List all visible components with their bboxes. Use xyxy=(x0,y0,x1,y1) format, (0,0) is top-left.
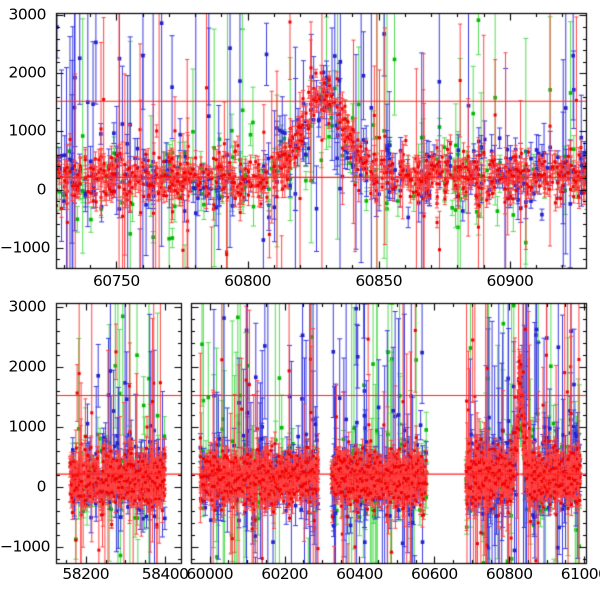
y-tick-label: 0 xyxy=(36,477,47,496)
x-tick-label: 60750 xyxy=(92,272,140,290)
x-tick-label: 58200 xyxy=(62,565,110,583)
x-tick-label: 58400 xyxy=(141,565,189,583)
y-tick-label: −1000 xyxy=(0,537,50,556)
y-tick-label: −1000 xyxy=(0,238,50,257)
y-tick-label: 1000 xyxy=(8,121,47,140)
y-tick-label: 3000 xyxy=(8,297,47,316)
y-tick-label: 3000 xyxy=(8,5,47,24)
x-tick-label: 61000 xyxy=(560,565,600,583)
x-tick-label: 60400 xyxy=(336,565,383,583)
x-tick-label: 60900 xyxy=(486,272,534,290)
y-tick-label: 1000 xyxy=(8,417,47,436)
x-tick-label: 60000 xyxy=(186,565,234,583)
y-tick-label: 2000 xyxy=(8,357,47,376)
y-tick-label: 2000 xyxy=(8,63,47,82)
x-tick-label: 60850 xyxy=(355,272,403,290)
x-tick-label: 60200 xyxy=(261,565,308,583)
x-tick-label: 60600 xyxy=(410,565,458,583)
y-tick-label: 0 xyxy=(36,180,47,199)
x-tick-label: 60800 xyxy=(485,565,533,583)
x-tick-label: 60800 xyxy=(224,272,271,290)
